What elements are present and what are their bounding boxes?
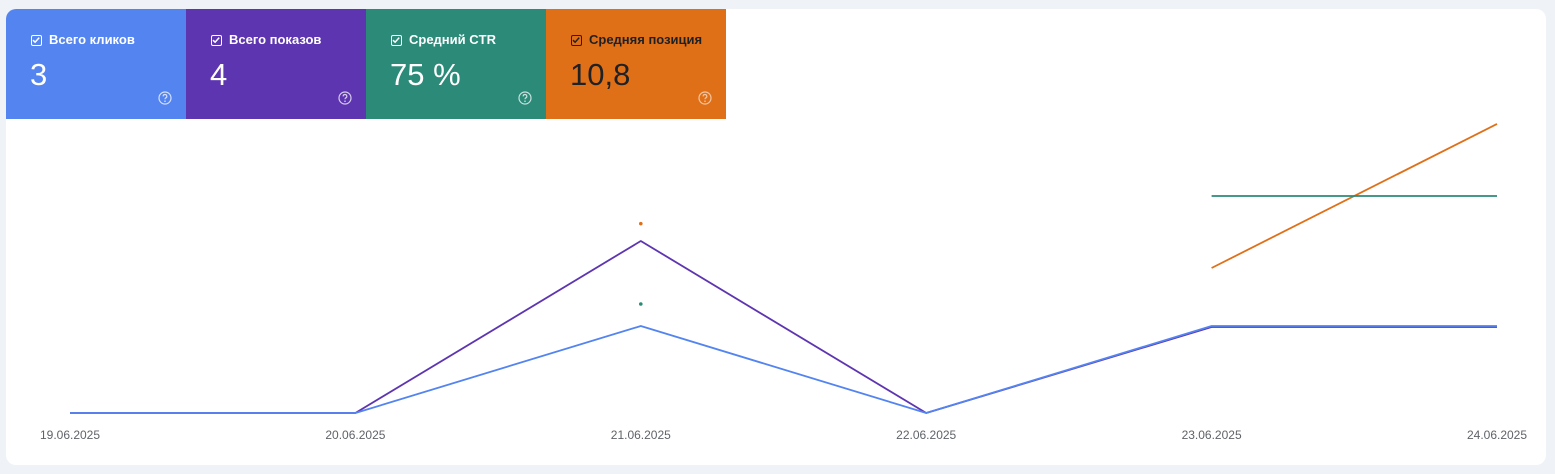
metric-value: 4 xyxy=(210,57,228,92)
x-tick-label: 21.06.2025 xyxy=(611,428,671,442)
checkbox-checked-icon[interactable] xyxy=(391,35,402,46)
help-circle-icon[interactable] xyxy=(518,91,532,105)
series-point xyxy=(639,302,643,306)
series-0 xyxy=(70,325,1497,414)
metric-tile-impressions[interactable]: Всего показов 4 xyxy=(186,9,366,119)
metric-tile-position[interactable]: Средняя позиция 10,8 xyxy=(546,9,726,119)
help-circle-icon[interactable] xyxy=(158,91,172,105)
series-point xyxy=(639,221,643,226)
series-1 xyxy=(70,240,1497,414)
metric-label: Средняя позиция xyxy=(589,32,703,47)
series-line xyxy=(1211,123,1498,269)
metric-value: 3 xyxy=(30,57,48,92)
metric-label: Всего показов xyxy=(229,32,322,47)
x-tick-label: 20.06.2025 xyxy=(325,428,385,442)
metric-value: 75 % xyxy=(390,57,461,92)
series-line xyxy=(70,325,1497,414)
metric-tile-ctr[interactable]: Средний CTR 75 % xyxy=(366,9,546,119)
help-circle-icon[interactable] xyxy=(698,91,712,105)
metric-label: Всего кликов xyxy=(49,32,135,47)
metric-tiles: Всего кликов 3 Всего показов 4 Средний C… xyxy=(6,9,726,119)
metric-value: 10,8 xyxy=(570,57,631,92)
checkbox-checked-icon[interactable] xyxy=(571,35,582,46)
checkbox-checked-icon[interactable] xyxy=(31,35,42,46)
performance-card: Всего кликов 3 Всего показов 4 Средний C… xyxy=(6,9,1546,465)
help-circle-icon[interactable] xyxy=(338,91,352,105)
metric-label: Средний CTR xyxy=(409,32,496,47)
series-3 xyxy=(639,123,1498,269)
checkbox-checked-icon[interactable] xyxy=(211,35,222,46)
x-tick-label: 23.06.2025 xyxy=(1182,428,1242,442)
metric-tile-clicks[interactable]: Всего кликов 3 xyxy=(6,9,186,119)
x-tick-label: 24.06.2025 xyxy=(1467,428,1527,442)
series-line xyxy=(70,240,1497,414)
x-tick-label: 19.06.2025 xyxy=(40,428,100,442)
x-tick-label: 22.06.2025 xyxy=(896,428,956,442)
series-2 xyxy=(639,195,1497,306)
